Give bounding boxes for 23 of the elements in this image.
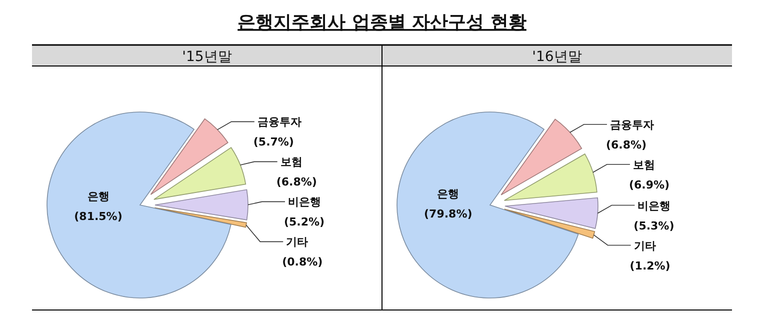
- slice-label: 금융투자: [257, 116, 302, 129]
- chart-subtitle: '16년말: [532, 49, 582, 65]
- slice-label: 보험: [632, 158, 655, 172]
- chart-subtitle: '15년말: [182, 49, 232, 65]
- data-label: (1.2%): [630, 259, 670, 272]
- data-label: (6.9%): [628, 178, 670, 192]
- data-label: (6.8%): [606, 138, 647, 152]
- slice-label: 금융투자: [610, 118, 654, 132]
- data-label: (81.5%): [74, 210, 122, 223]
- slice-label: 은행: [87, 190, 110, 203]
- data-label: (5.2%): [284, 216, 325, 229]
- slice-label: 비은행: [638, 199, 671, 212]
- text: 은행지주회사 업종별 자산구성 현황: [238, 12, 526, 33]
- data-label: (5.7%): [253, 136, 294, 149]
- data-label: (79.8%): [424, 208, 472, 221]
- data-label: (0.8%): [282, 256, 323, 269]
- slice-label: 비은행: [288, 196, 321, 209]
- slice-label: 은행: [437, 188, 460, 201]
- slice-label: 기타: [286, 236, 308, 249]
- slice-label: 기타: [634, 239, 656, 252]
- data-label: (5.3%): [634, 219, 674, 232]
- slice-label: 보험: [280, 156, 302, 169]
- data-label: (6.8%): [276, 176, 317, 189]
